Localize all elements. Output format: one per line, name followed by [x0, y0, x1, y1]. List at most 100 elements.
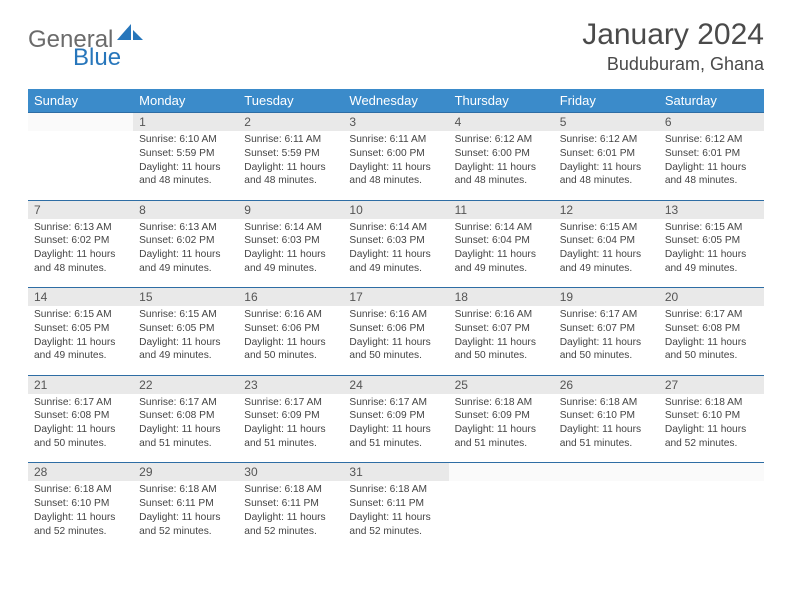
- day-number-cell: 26: [554, 375, 659, 394]
- day-info-line: and 48 minutes.: [665, 174, 758, 188]
- day-content-cell: Sunrise: 6:16 AMSunset: 6:06 PMDaylight:…: [343, 306, 448, 371]
- day-info-line: and 49 minutes.: [34, 349, 127, 363]
- day-info-line: Sunset: 6:02 PM: [34, 234, 127, 248]
- day-content-cell: Sunrise: 6:18 AMSunset: 6:10 PMDaylight:…: [659, 394, 764, 459]
- day-info-line: Daylight: 11 hours: [244, 423, 337, 437]
- day-info-line: Sunrise: 6:16 AM: [455, 308, 548, 322]
- day-info-line: and 51 minutes.: [244, 437, 337, 451]
- day-info-line: Sunrise: 6:14 AM: [455, 221, 548, 235]
- day-number-row: 123456: [28, 113, 764, 132]
- day-info-line: Sunset: 5:59 PM: [244, 147, 337, 161]
- day-number-row: 14151617181920: [28, 288, 764, 307]
- day-info-line: Daylight: 11 hours: [139, 336, 232, 350]
- day-info-line: and 48 minutes.: [455, 174, 548, 188]
- day-info-line: Daylight: 11 hours: [455, 423, 548, 437]
- day-info-line: and 50 minutes.: [665, 349, 758, 363]
- day-content-cell: Sunrise: 6:14 AMSunset: 6:04 PMDaylight:…: [449, 219, 554, 284]
- day-info-line: and 49 minutes.: [560, 262, 653, 276]
- day-of-week-row: SundayMondayTuesdayWednesdayThursdayFrid…: [28, 89, 764, 113]
- day-content-cell: Sunrise: 6:18 AMSunset: 6:09 PMDaylight:…: [449, 394, 554, 459]
- day-info-line: Sunrise: 6:17 AM: [139, 396, 232, 410]
- day-info-line: Daylight: 11 hours: [244, 511, 337, 525]
- day-info-line: Sunrise: 6:18 AM: [455, 396, 548, 410]
- day-number-cell: 10: [343, 200, 448, 219]
- day-info-line: Sunrise: 6:16 AM: [349, 308, 442, 322]
- day-info-line: Daylight: 11 hours: [560, 248, 653, 262]
- day-info-line: Sunset: 6:04 PM: [560, 234, 653, 248]
- day-number-cell: 7: [28, 200, 133, 219]
- title-block: January 2024 Buduburam, Ghana: [582, 18, 764, 75]
- day-info-line: Sunset: 6:09 PM: [349, 409, 442, 423]
- day-number-cell: 16: [238, 288, 343, 307]
- day-info-line: Sunrise: 6:12 AM: [560, 133, 653, 147]
- day-content-cell: Sunrise: 6:17 AMSunset: 6:08 PMDaylight:…: [659, 306, 764, 371]
- day-number-cell: [28, 113, 133, 132]
- day-number-cell: 11: [449, 200, 554, 219]
- day-content-cell: Sunrise: 6:18 AMSunset: 6:11 PMDaylight:…: [238, 481, 343, 546]
- day-number-cell: 4: [449, 113, 554, 132]
- day-of-week-cell: Friday: [554, 89, 659, 113]
- day-info-line: Daylight: 11 hours: [349, 511, 442, 525]
- day-info-line: Daylight: 11 hours: [349, 336, 442, 350]
- day-content-cell: Sunrise: 6:14 AMSunset: 6:03 PMDaylight:…: [238, 219, 343, 284]
- day-info-line: Sunrise: 6:17 AM: [665, 308, 758, 322]
- day-content-cell: Sunrise: 6:18 AMSunset: 6:10 PMDaylight:…: [554, 394, 659, 459]
- day-number-cell: 20: [659, 288, 764, 307]
- day-content-cell: Sunrise: 6:18 AMSunset: 6:11 PMDaylight:…: [343, 481, 448, 546]
- day-info-line: and 48 minutes.: [139, 174, 232, 188]
- day-info-line: Sunrise: 6:14 AM: [244, 221, 337, 235]
- day-content-row: Sunrise: 6:18 AMSunset: 6:10 PMDaylight:…: [28, 481, 764, 546]
- day-info-line: Sunrise: 6:16 AM: [244, 308, 337, 322]
- day-info-line: Sunrise: 6:17 AM: [560, 308, 653, 322]
- day-info-line: Daylight: 11 hours: [560, 161, 653, 175]
- day-content-cell: Sunrise: 6:17 AMSunset: 6:07 PMDaylight:…: [554, 306, 659, 371]
- day-info-line: Sunset: 6:09 PM: [244, 409, 337, 423]
- day-content-cell: Sunrise: 6:11 AMSunset: 5:59 PMDaylight:…: [238, 131, 343, 196]
- day-info-line: Daylight: 11 hours: [244, 248, 337, 262]
- day-number-cell: 29: [133, 463, 238, 482]
- day-number-cell: [554, 463, 659, 482]
- day-info-line: Daylight: 11 hours: [455, 336, 548, 350]
- day-number-cell: 12: [554, 200, 659, 219]
- day-content-cell: Sunrise: 6:12 AMSunset: 6:01 PMDaylight:…: [554, 131, 659, 196]
- day-of-week-cell: Wednesday: [343, 89, 448, 113]
- day-content-cell: Sunrise: 6:10 AMSunset: 5:59 PMDaylight:…: [133, 131, 238, 196]
- day-info-line: Sunset: 6:11 PM: [349, 497, 442, 511]
- day-number-cell: 14: [28, 288, 133, 307]
- day-info-line: Sunset: 6:05 PM: [665, 234, 758, 248]
- month-title: January 2024: [582, 18, 764, 52]
- day-number-cell: 19: [554, 288, 659, 307]
- day-info-line: and 48 minutes.: [34, 262, 127, 276]
- day-info-line: Sunrise: 6:18 AM: [349, 483, 442, 497]
- day-info-line: Sunset: 6:05 PM: [139, 322, 232, 336]
- day-info-line: Daylight: 11 hours: [349, 423, 442, 437]
- day-info-line: and 52 minutes.: [244, 525, 337, 539]
- day-info-line: Sunrise: 6:12 AM: [455, 133, 548, 147]
- day-number-cell: 21: [28, 375, 133, 394]
- day-number-cell: 18: [449, 288, 554, 307]
- day-info-line: Sunrise: 6:18 AM: [560, 396, 653, 410]
- day-number-row: 78910111213: [28, 200, 764, 219]
- day-info-line: Sunset: 6:01 PM: [560, 147, 653, 161]
- day-content-cell: Sunrise: 6:14 AMSunset: 6:03 PMDaylight:…: [343, 219, 448, 284]
- day-info-line: Sunset: 6:10 PM: [665, 409, 758, 423]
- day-number-cell: 23: [238, 375, 343, 394]
- day-info-line: Sunset: 6:09 PM: [455, 409, 548, 423]
- day-number-cell: 5: [554, 113, 659, 132]
- day-info-line: Daylight: 11 hours: [455, 161, 548, 175]
- day-info-line: and 50 minutes.: [244, 349, 337, 363]
- day-content-cell: Sunrise: 6:18 AMSunset: 6:10 PMDaylight:…: [28, 481, 133, 546]
- day-info-line: Sunset: 6:08 PM: [34, 409, 127, 423]
- day-info-line: Daylight: 11 hours: [455, 248, 548, 262]
- day-info-line: Sunrise: 6:13 AM: [34, 221, 127, 235]
- day-info-line: Sunrise: 6:11 AM: [244, 133, 337, 147]
- day-info-line: Sunrise: 6:11 AM: [349, 133, 442, 147]
- day-info-line: Daylight: 11 hours: [665, 336, 758, 350]
- day-info-line: Daylight: 11 hours: [139, 511, 232, 525]
- day-content-cell: Sunrise: 6:15 AMSunset: 6:04 PMDaylight:…: [554, 219, 659, 284]
- page-header: General Blue January 2024 Buduburam, Gha…: [28, 18, 764, 75]
- day-info-line: Sunset: 6:03 PM: [349, 234, 442, 248]
- day-info-line: and 50 minutes.: [560, 349, 653, 363]
- day-info-line: Sunset: 6:01 PM: [665, 147, 758, 161]
- day-info-line: Daylight: 11 hours: [560, 336, 653, 350]
